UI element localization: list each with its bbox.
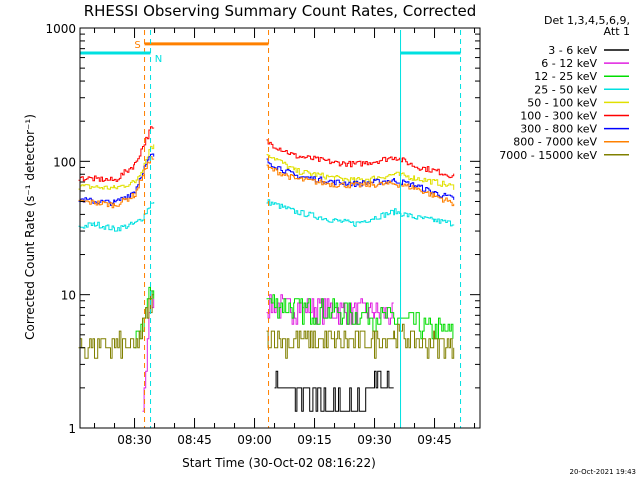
series-line [78, 144, 155, 190]
y-tick-label: 100 [53, 155, 76, 169]
plot-area [78, 126, 455, 412]
plot-frame [79, 27, 481, 429]
series-line [266, 154, 455, 190]
x-tick-label: 08:45 [177, 433, 212, 447]
series-line [78, 202, 155, 232]
x-tick-label: 09:15 [297, 433, 332, 447]
annotation-layer: SN [79, 30, 462, 428]
y-tick-label: 1 [68, 422, 76, 436]
series-line [78, 156, 155, 209]
legend-label: 7000 - 15000 keV [499, 149, 597, 162]
x-tick-label: 09:45 [417, 433, 452, 447]
series-line [78, 126, 155, 182]
legend-header: Det 1,3,4,5,6,9, [544, 14, 630, 27]
legend-label: 25 - 50 keV [534, 83, 597, 96]
y-tick-label: 1000 [45, 22, 76, 36]
legend-header: Att 1 [604, 25, 630, 38]
legend-label: 300 - 800 keV [520, 123, 597, 136]
annotation-label-n: N [155, 54, 162, 65]
annotation-label-s: S [134, 40, 140, 51]
x-tick-label: 09:00 [237, 433, 272, 447]
chart-title: RHESSI Observing Summary Count Rates, Co… [84, 2, 477, 20]
y-axis-label: Corrected Count Rate (s⁻¹ detector⁻¹) [23, 114, 37, 340]
legend-label: 12 - 25 keV [534, 70, 597, 83]
series-line [266, 323, 455, 359]
render-timestamp: 20-Oct-2021 19:43 [570, 468, 636, 476]
series-line [266, 139, 455, 179]
legend-label: 50 - 100 keV [527, 96, 597, 109]
legend-label: 100 - 300 keV [520, 110, 597, 123]
series-line [78, 294, 154, 359]
x-tick-label: 09:30 [357, 433, 392, 447]
series-line [266, 294, 454, 340]
y-tick-label: 10 [61, 289, 76, 303]
series-line [266, 199, 455, 227]
x-tick-label: 08:30 [117, 433, 152, 447]
axes: 08:30 08:45 09:00 09:15 09:30 09:45 1 10 100 1000 [45, 22, 480, 447]
legend-label: 6 - 12 keV [541, 57, 597, 70]
series-line [266, 158, 455, 200]
x-axis-label: Start Time (30-Oct-02 08:16:22) [182, 456, 376, 470]
legend-label: 3 - 6 keV [548, 44, 597, 57]
legend-label: 800 - 7000 keV [513, 136, 597, 149]
series-line [266, 164, 455, 207]
series-line [274, 370, 394, 412]
